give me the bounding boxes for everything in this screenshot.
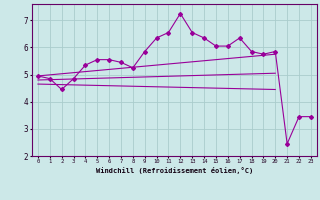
X-axis label: Windchill (Refroidissement éolien,°C): Windchill (Refroidissement éolien,°C) — [96, 167, 253, 174]
